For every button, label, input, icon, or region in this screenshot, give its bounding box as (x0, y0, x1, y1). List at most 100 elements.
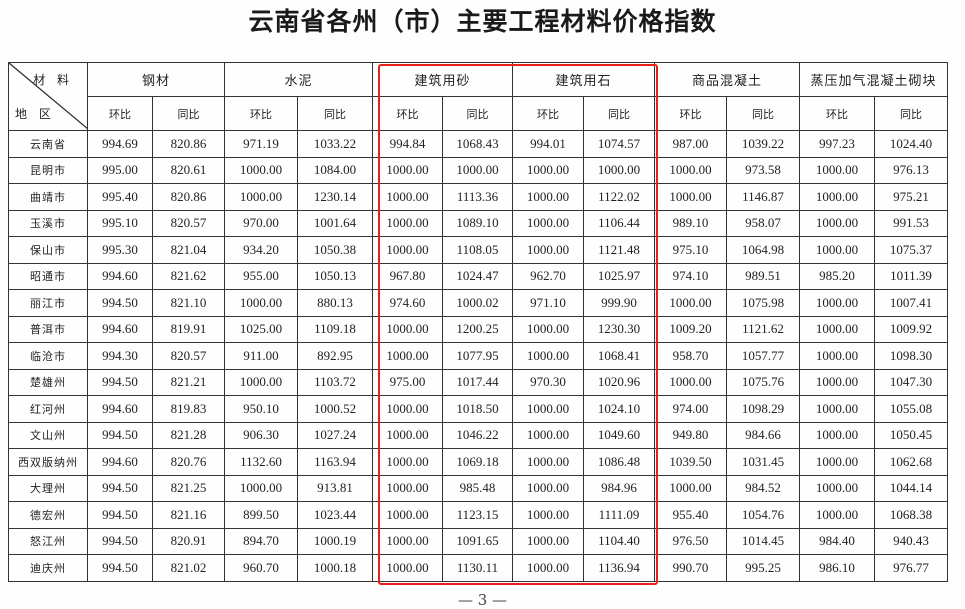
value-cell: 1050.38 (297, 236, 373, 264)
value-cell: 1000.00 (224, 474, 298, 502)
material-header-sand: 建筑用砂 (372, 62, 513, 97)
value-cell: 1000.00 (799, 236, 875, 264)
value-cell: 1000.00 (512, 183, 584, 211)
value-cell: 821.16 (152, 501, 225, 529)
value-cell: 1000.00 (654, 183, 727, 211)
value-cell: 1000.00 (799, 395, 875, 423)
region-cell: 大理州 (8, 474, 88, 502)
corner-header-cell: 材 料 地 区 (8, 62, 88, 131)
value-cell: 1000.00 (654, 289, 727, 317)
value-cell: 1024.10 (583, 395, 655, 423)
value-cell: 1000.00 (799, 448, 875, 476)
value-cell: 985.48 (442, 474, 513, 502)
value-cell: 971.10 (512, 289, 584, 317)
value-cell: 958.70 (654, 342, 727, 370)
value-cell: 819.91 (152, 315, 225, 343)
value-cell: 1000.00 (512, 554, 584, 582)
region-cell: 昆明市 (8, 156, 88, 184)
value-cell: 1084.00 (297, 156, 373, 184)
table-row: 临沧市 994.30 820.57 911.00 892.95 1000.00 1077.9… (8, 342, 948, 370)
value-cell: 1000.00 (372, 421, 443, 449)
value-cell: 1050.13 (297, 262, 373, 290)
table-row: 文山州 994.50 821.28 906.30 1027.24 1000.00 1046.… (8, 421, 948, 449)
value-cell: 1075.76 (726, 368, 800, 396)
value-cell: 820.61 (152, 156, 225, 184)
value-cell: 1104.40 (583, 527, 655, 555)
diagonal-divider (9, 63, 87, 129)
value-cell: 997.23 (799, 130, 875, 158)
value-cell: 1000.00 (512, 236, 584, 264)
value-cell: 1098.30 (874, 342, 948, 370)
value-cell: 974.00 (654, 395, 727, 423)
value-cell: 995.40 (87, 183, 153, 211)
value-cell: 1039.22 (726, 130, 800, 158)
value-cell: 1086.48 (583, 448, 655, 476)
value-cell: 1000.00 (372, 527, 443, 555)
value-cell: 1132.60 (224, 448, 298, 476)
value-cell: 958.07 (726, 209, 800, 237)
header-row-materials: 材 料 地 区 钢材 水泥 建筑用砂 建筑用石 商品混凝土 蒸压加气混凝土砌块 (8, 62, 948, 131)
value-cell: 994.50 (87, 501, 153, 529)
subheader-yoy: 同比 (297, 96, 373, 131)
value-cell: 1000.00 (372, 236, 443, 264)
value-cell: 1000.00 (654, 474, 727, 502)
value-cell: 1025.97 (583, 262, 655, 290)
subheader-yoy: 同比 (442, 96, 513, 131)
value-cell: 1068.38 (874, 501, 948, 529)
value-cell: 940.43 (874, 527, 948, 555)
table-row: 怒江州 994.50 820.91 894.70 1000.19 1000.00 1091.… (8, 527, 948, 555)
region-cell: 红河州 (8, 395, 88, 423)
value-cell: 967.80 (372, 262, 443, 290)
value-cell: 995.00 (87, 156, 153, 184)
value-cell: 1091.65 (442, 527, 513, 555)
value-cell: 976.77 (874, 554, 948, 582)
value-cell: 821.04 (152, 236, 225, 264)
value-cell: 991.53 (874, 209, 948, 237)
value-cell: 994.50 (87, 554, 153, 582)
value-cell: 999.90 (583, 289, 655, 317)
table-row: 昭通市 994.60 821.62 955.00 1050.13 967.80 1024.4… (8, 262, 948, 290)
value-cell: 1000.00 (512, 501, 584, 529)
value-cell: 1122.02 (583, 183, 655, 211)
value-cell: 975.21 (874, 183, 948, 211)
value-cell: 1000.00 (512, 395, 584, 423)
value-cell: 892.95 (297, 342, 373, 370)
table-row: 普洱市 994.60 819.91 1025.00 1109.18 1000.00 1200… (8, 315, 948, 343)
subheader-mom: 环比 (799, 96, 875, 131)
value-cell: 821.62 (152, 262, 225, 290)
table-row: 楚雄州 994.50 821.21 1000.00 1103.72 975.00 1017.… (8, 368, 948, 396)
region-cell: 西双版纳州 (8, 448, 88, 476)
value-cell: 1136.94 (583, 554, 655, 582)
value-cell: 1000.00 (224, 183, 298, 211)
region-cell: 丽江市 (8, 289, 88, 317)
value-cell: 994.50 (87, 421, 153, 449)
corner-region-label: 地 区 (15, 107, 55, 121)
value-cell: 1044.14 (874, 474, 948, 502)
value-cell: 1230.14 (297, 183, 373, 211)
value-cell: 1017.44 (442, 368, 513, 396)
material-header-concrete: 商品混凝土 (654, 62, 800, 97)
value-cell: 1075.98 (726, 289, 800, 317)
value-cell: 1074.57 (583, 130, 655, 158)
value-cell: 1050.45 (874, 421, 948, 449)
value-cell: 1000.00 (654, 156, 727, 184)
value-cell: 821.10 (152, 289, 225, 317)
value-cell: 880.13 (297, 289, 373, 317)
table-row: 丽江市 994.50 821.10 1000.00 880.13 974.60 1000.0… (8, 289, 948, 317)
subheader-yoy: 同比 (583, 96, 655, 131)
value-cell: 975.00 (372, 368, 443, 396)
document-title: 云南省各州（市）主要工程材料价格指数 (248, 7, 717, 36)
value-cell: 1025.00 (224, 315, 298, 343)
value-cell: 1000.00 (799, 474, 875, 502)
value-cell: 1230.30 (583, 315, 655, 343)
value-cell: 1000.00 (372, 501, 443, 529)
region-cell: 德宏州 (8, 501, 88, 529)
value-cell: 984.96 (583, 474, 655, 502)
value-cell: 1000.00 (799, 209, 875, 237)
value-cell: 1000.00 (372, 448, 443, 476)
region-cell: 普洱市 (8, 315, 88, 343)
value-cell: 1108.05 (442, 236, 513, 264)
value-cell: 1111.09 (583, 501, 655, 529)
value-cell: 821.28 (152, 421, 225, 449)
subheader-mom: 环比 (372, 96, 443, 131)
